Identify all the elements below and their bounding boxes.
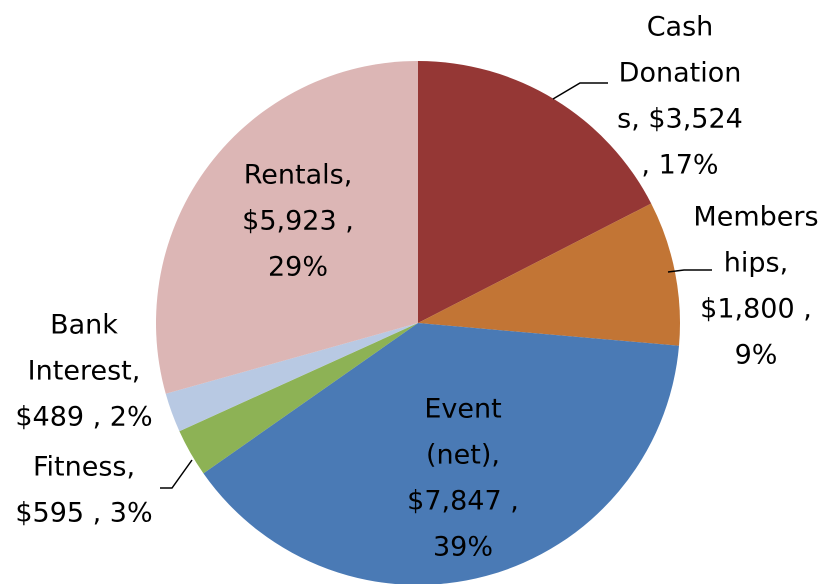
data-label: Rentals, $5,923 , 29% — [242, 160, 354, 283]
leader-line — [552, 82, 608, 100]
labels: Cash Donation s, $3,524, 17% Members hips, $1… — [15, 12, 818, 563]
leader-line — [667, 269, 712, 273]
slice — [179, 323, 418, 474]
data-label: Event (net), $7,847 , 39% — [407, 394, 519, 563]
pie — [156, 61, 681, 584]
slice — [418, 61, 652, 323]
slice — [156, 61, 418, 394]
data-label: Members hips, $1,800 , 9% — [693, 202, 818, 371]
slice — [418, 203, 681, 346]
leader-line — [160, 459, 193, 489]
data-label: Bank Interest, $489 , 2% — [15, 310, 152, 433]
data-label: Fitness, $595 , 3% — [15, 452, 152, 529]
data-label: Cash Donation s, $3,524, 17% — [617, 12, 743, 181]
slice — [203, 323, 680, 584]
slice — [165, 323, 418, 432]
